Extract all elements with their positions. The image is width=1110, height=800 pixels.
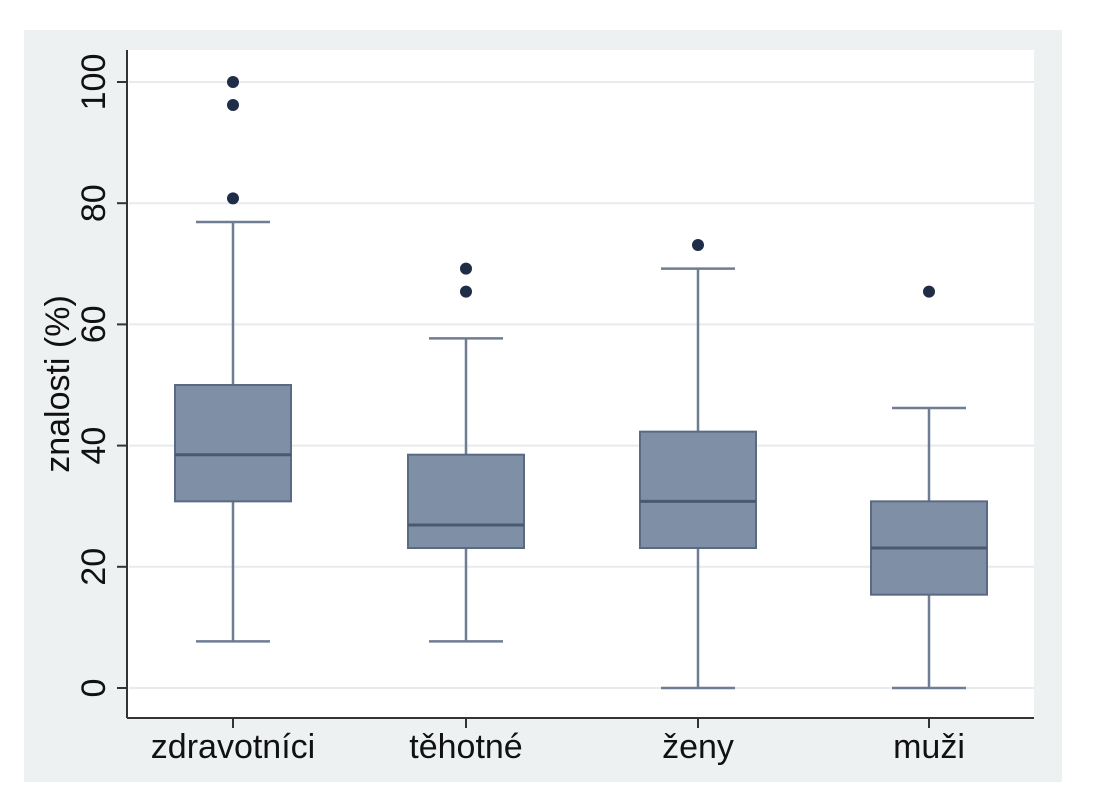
y-ticks: 0 20 40 60 80 100 bbox=[75, 54, 127, 698]
outlier-point bbox=[692, 239, 704, 252]
grid-lines bbox=[129, 81, 1034, 689]
box-iqr bbox=[639, 430, 757, 550]
x-category-labels: zdravotníci těhotné ženy muži bbox=[151, 718, 965, 766]
outlier-point bbox=[923, 285, 935, 298]
box-group-0 bbox=[174, 76, 292, 643]
y-tick-label-0: 0 bbox=[75, 679, 113, 698]
outlier-point bbox=[227, 192, 239, 205]
y-tick-label-100: 100 bbox=[75, 54, 113, 111]
outlier-point bbox=[460, 262, 472, 275]
boxes bbox=[174, 76, 988, 690]
box-group-3 bbox=[870, 285, 988, 690]
outlier-point bbox=[460, 285, 472, 298]
outlier-point bbox=[227, 99, 239, 112]
outlier-point bbox=[227, 76, 239, 88]
y-tick-label-60: 60 bbox=[75, 305, 113, 343]
box-iqr bbox=[407, 453, 525, 550]
x-category-label-3: muži bbox=[893, 728, 965, 766]
box-group-1 bbox=[407, 262, 525, 643]
x-category-label-2: ženy bbox=[662, 728, 734, 766]
box-group-2 bbox=[639, 239, 757, 690]
x-category-label-0: zdravotníci bbox=[151, 728, 315, 766]
y-tick-label-20: 20 bbox=[75, 548, 113, 586]
axes bbox=[126, 50, 1034, 719]
y-axis-title: znalosti (%) bbox=[39, 295, 77, 473]
y-tick-label-80: 80 bbox=[75, 184, 113, 222]
x-category-label-1: těhotné bbox=[409, 728, 522, 766]
box-iqr bbox=[174, 384, 292, 503]
y-tick-label-40: 40 bbox=[75, 427, 113, 465]
